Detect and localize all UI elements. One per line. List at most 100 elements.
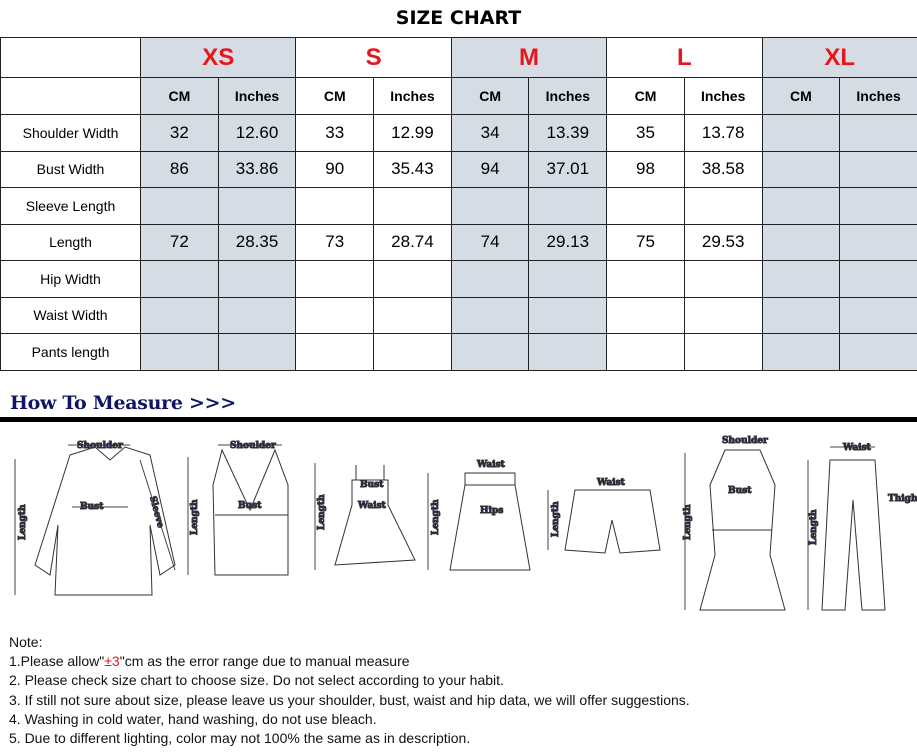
- shorts-illustration: Waist Length: [547, 478, 661, 554]
- svg-text:Length: Length: [431, 499, 441, 535]
- table-cell: [761, 223, 841, 261]
- table-cell: 86: [140, 150, 219, 188]
- table-row: Length 72 28.35 73 28.74 74 29.13 75 29.53: [0, 223, 917, 261]
- size-header-xs: XS: [139, 37, 297, 78]
- table-cell: [217, 260, 297, 298]
- table-cell: 32: [140, 114, 219, 152]
- table-cell: [217, 333, 297, 371]
- note-4: 4. Washing in cold water, hand washing, …: [9, 710, 377, 727]
- table-row: Pants length: [0, 333, 917, 371]
- table-cell: [761, 150, 841, 188]
- size-header-l: L: [606, 37, 763, 78]
- table-cell: 72: [140, 223, 219, 261]
- table-cell: [683, 333, 763, 371]
- table-cell: [839, 333, 917, 371]
- table-cell: [450, 187, 530, 225]
- svg-text:Shoulder: Shoulder: [230, 441, 276, 451]
- table-cell: [683, 260, 763, 298]
- row-label: Hip Width: [0, 260, 141, 298]
- row-label: Waist Width: [0, 296, 141, 334]
- table-cell: [373, 187, 452, 225]
- table-cell: [528, 187, 608, 225]
- table-cell: [839, 114, 917, 152]
- svg-text:Shoulder: Shoulder: [722, 436, 768, 446]
- unit-header: Inches: [839, 77, 917, 115]
- table-cell: [140, 260, 219, 298]
- unit-header: Inches: [683, 77, 763, 115]
- blank-cell: [0, 77, 141, 115]
- table-cell: [528, 260, 608, 298]
- table-cell: [295, 187, 375, 225]
- note-2: 2. Please check size chart to choose siz…: [9, 672, 504, 689]
- coat-illustration: Shoulder Bust Length: [683, 436, 786, 611]
- note-1: 1.Please allow"±3"cm as the error range …: [9, 653, 410, 670]
- table-cell: [839, 260, 917, 298]
- dress-illustration: Bust Waist Length: [314, 463, 416, 570]
- table-cell: 74: [450, 223, 530, 261]
- unit-header: CM: [606, 77, 685, 115]
- how-to-measure-heading: How To Measure >>>: [10, 392, 236, 414]
- table-cell: [295, 333, 375, 371]
- table-cell: 12.60: [217, 114, 297, 152]
- table-cell: [761, 114, 841, 152]
- table-cell: [140, 187, 219, 225]
- table-cell: 34: [450, 114, 530, 152]
- table-cell: 35: [606, 114, 685, 152]
- unit-header: CM: [761, 77, 841, 115]
- table-cell: 13.78: [683, 114, 763, 152]
- table-cell: 75: [606, 223, 685, 261]
- size-chart-title: SIZE CHART: [395, 7, 522, 29]
- table-cell: [761, 187, 841, 225]
- table-cell: [761, 260, 841, 298]
- table-cell: [761, 296, 841, 334]
- svg-text:Bust: Bust: [728, 486, 752, 496]
- svg-text:Sleeve: Sleeve: [147, 495, 165, 529]
- row-label: Sleeve Length: [0, 187, 141, 225]
- svg-text:Hips: Hips: [480, 506, 503, 516]
- row-label: Shoulder Width: [0, 114, 141, 152]
- table-cell: [839, 223, 917, 261]
- table-cell: 73: [295, 223, 375, 261]
- table-cell: [450, 260, 530, 298]
- svg-text:Thigh: Thigh: [888, 494, 917, 504]
- table-row: Waist Width: [0, 296, 917, 334]
- row-label: Length: [0, 223, 141, 261]
- table-cell: 38.58: [683, 150, 763, 188]
- table-cell: [373, 333, 452, 371]
- table-cell: 12.99: [373, 114, 452, 152]
- table-cell: [528, 333, 608, 371]
- size-header-m: M: [450, 37, 608, 78]
- table-cell: [217, 296, 297, 334]
- svg-text:Bust: Bust: [238, 501, 262, 511]
- table-cell: [373, 296, 452, 334]
- blouse-illustration: Shoulder Bust Sleeve Length: [14, 441, 176, 596]
- table-cell: [606, 260, 685, 298]
- svg-text:Waist: Waist: [476, 460, 506, 470]
- table-cell: 28.35: [217, 223, 297, 261]
- table-cell: 90: [295, 150, 375, 188]
- svg-text:Shoulder: Shoulder: [77, 441, 123, 451]
- table-cell: [140, 296, 219, 334]
- svg-text:Length: Length: [190, 499, 200, 535]
- unit-header: Inches: [217, 77, 297, 115]
- table-cell: [450, 333, 530, 371]
- table-cell: 33.86: [217, 150, 297, 188]
- table-cell: [295, 260, 375, 298]
- table-cell: [683, 296, 763, 334]
- skirt-illustration: Waist Hips Length: [427, 460, 531, 571]
- unit-header: Inches: [528, 77, 608, 115]
- table-cell: 35.43: [373, 150, 452, 188]
- table-cell: [140, 333, 219, 371]
- note-5: 5. Due to different lighting, color may …: [9, 730, 471, 747]
- svg-text:Waist: Waist: [596, 478, 626, 488]
- svg-text:Waist: Waist: [842, 443, 872, 453]
- size-chart-table: XS S M L XL CM Inches CM Inches CM Inches CM Inches C…: [0, 37, 917, 371]
- table-cell: [839, 187, 917, 225]
- table-cell: [606, 187, 685, 225]
- notes: Note: 1.Please allow"±3"cm as the error …: [9, 633, 690, 748]
- size-header-s: S: [295, 37, 452, 78]
- notes-heading: Note:: [9, 634, 43, 650]
- table-cell: [528, 296, 608, 334]
- table-cell: 37.01: [528, 150, 608, 188]
- unit-header: Inches: [373, 77, 452, 115]
